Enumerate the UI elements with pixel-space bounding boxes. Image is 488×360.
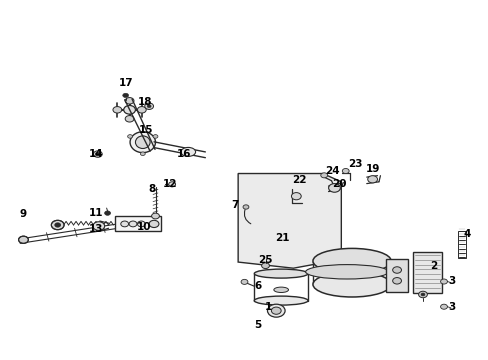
Text: 24: 24 [325, 166, 339, 176]
Circle shape [140, 152, 145, 156]
Circle shape [93, 151, 102, 157]
Ellipse shape [254, 269, 307, 278]
Circle shape [267, 304, 285, 317]
Circle shape [19, 236, 28, 243]
Circle shape [55, 223, 61, 227]
Text: 9: 9 [20, 209, 27, 219]
Polygon shape [238, 174, 341, 268]
Circle shape [241, 279, 247, 284]
Bar [457, 231, 465, 258]
Circle shape [392, 278, 401, 284]
Circle shape [151, 213, 159, 219]
Circle shape [113, 107, 122, 113]
Bar [115, 216, 161, 231]
Circle shape [328, 184, 340, 192]
Text: 3: 3 [447, 302, 454, 312]
Text: 3: 3 [447, 276, 454, 286]
Circle shape [125, 116, 134, 122]
Circle shape [123, 105, 135, 114]
Text: 13: 13 [88, 224, 103, 234]
Circle shape [147, 105, 151, 108]
Text: 5: 5 [254, 320, 261, 330]
Text: 10: 10 [137, 222, 151, 232]
Text: 16: 16 [176, 149, 191, 159]
Circle shape [440, 304, 447, 309]
Ellipse shape [130, 132, 155, 153]
Text: 11: 11 [88, 208, 103, 218]
Circle shape [418, 291, 427, 298]
Text: 12: 12 [163, 179, 177, 189]
Circle shape [127, 135, 132, 138]
Circle shape [420, 293, 424, 296]
Circle shape [104, 211, 110, 215]
Text: 15: 15 [138, 125, 153, 135]
Circle shape [144, 103, 153, 109]
Circle shape [51, 220, 64, 230]
Circle shape [93, 222, 104, 230]
Circle shape [168, 182, 175, 187]
Circle shape [122, 93, 128, 98]
Text: 1: 1 [264, 302, 271, 312]
Text: 8: 8 [148, 184, 155, 194]
Circle shape [137, 221, 145, 227]
Bar [412, 252, 441, 293]
Circle shape [129, 221, 137, 227]
Text: 20: 20 [331, 179, 346, 189]
Circle shape [367, 176, 377, 183]
Circle shape [271, 307, 281, 314]
Circle shape [261, 263, 269, 269]
Ellipse shape [312, 272, 390, 297]
Ellipse shape [305, 265, 388, 279]
Text: 23: 23 [347, 159, 362, 169]
Circle shape [121, 221, 128, 227]
Text: 19: 19 [365, 164, 379, 174]
Text: 17: 17 [118, 78, 133, 88]
Text: 4: 4 [462, 229, 470, 239]
Circle shape [137, 107, 146, 113]
Bar [386, 259, 407, 292]
Circle shape [320, 173, 327, 178]
Circle shape [125, 98, 134, 104]
Ellipse shape [273, 287, 288, 292]
Ellipse shape [312, 248, 390, 274]
Text: 14: 14 [88, 149, 103, 159]
Circle shape [95, 152, 100, 156]
Text: 7: 7 [230, 200, 238, 210]
Text: 22: 22 [292, 175, 306, 185]
Text: 6: 6 [254, 281, 261, 291]
Circle shape [291, 193, 301, 200]
Text: 21: 21 [275, 233, 289, 243]
Text: 18: 18 [138, 96, 152, 107]
Circle shape [392, 267, 401, 273]
Circle shape [440, 279, 447, 284]
Ellipse shape [135, 136, 150, 149]
Circle shape [342, 168, 348, 174]
Ellipse shape [254, 296, 307, 305]
Circle shape [243, 205, 248, 209]
Circle shape [153, 135, 158, 138]
Circle shape [149, 220, 159, 228]
Text: 25: 25 [258, 255, 272, 265]
Ellipse shape [181, 148, 195, 157]
Text: 2: 2 [429, 261, 436, 271]
